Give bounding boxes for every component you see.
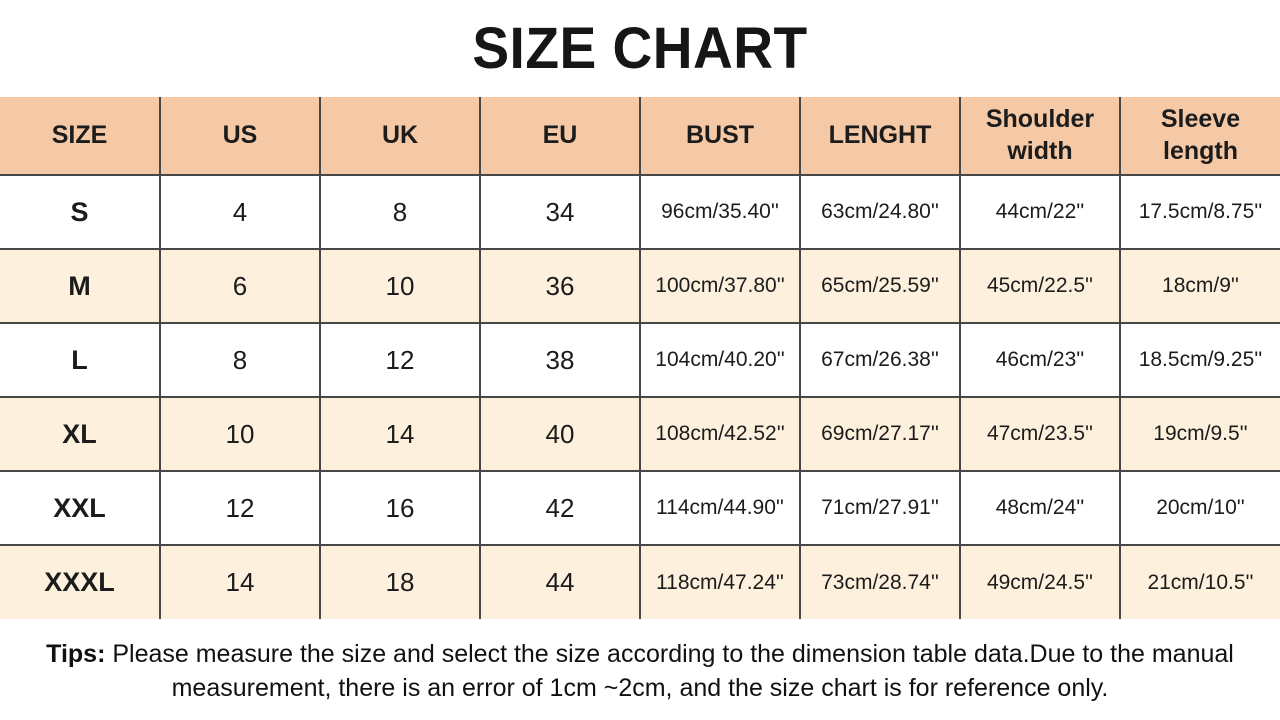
column-header-length: LENGHT bbox=[799, 96, 961, 176]
cell-size: L bbox=[0, 322, 161, 398]
cell-shoulder: 47cm/23.5'' bbox=[959, 396, 1121, 472]
cell-bust: 114cm/44.90'' bbox=[639, 470, 801, 546]
cell-uk: 18 bbox=[319, 544, 481, 620]
cell-eu: 34 bbox=[479, 174, 641, 250]
cell-length: 67cm/26.38'' bbox=[799, 322, 961, 398]
cell-size: M bbox=[0, 248, 161, 324]
cell-length: 73cm/28.74'' bbox=[799, 544, 961, 620]
cell-bust: 96cm/35.40'' bbox=[639, 174, 801, 250]
cell-sleeve: 18.5cm/9.25'' bbox=[1119, 322, 1280, 398]
cell-size: S bbox=[0, 174, 161, 250]
cell-size: XL bbox=[0, 396, 161, 472]
cell-bust: 100cm/37.80'' bbox=[639, 248, 801, 324]
table-row-s: S 4 8 34 96cm/35.40'' 63cm/24.80'' 44cm/… bbox=[0, 174, 1280, 250]
header-row: SIZE US UK EU BUST LENGHT Shoulder width… bbox=[0, 96, 1280, 176]
table-row-m: M 6 10 36 100cm/37.80'' 65cm/25.59'' 45c… bbox=[0, 248, 1280, 324]
cell-shoulder: 49cm/24.5'' bbox=[959, 544, 1121, 620]
cell-bust: 118cm/47.24'' bbox=[639, 544, 801, 620]
cell-uk: 16 bbox=[319, 470, 481, 546]
cell-size: XXXL bbox=[0, 544, 161, 620]
cell-shoulder: 48cm/24'' bbox=[959, 470, 1121, 546]
cell-uk: 12 bbox=[319, 322, 481, 398]
cell-length: 65cm/25.59'' bbox=[799, 248, 961, 324]
cell-uk: 10 bbox=[319, 248, 481, 324]
table-row-xxxl: XXXL 14 18 44 118cm/47.24'' 73cm/28.74''… bbox=[0, 544, 1280, 620]
table-row-xl: XL 10 14 40 108cm/42.52'' 69cm/27.17'' 4… bbox=[0, 396, 1280, 472]
tips-text: Tips: Please measure the size and select… bbox=[45, 638, 1235, 705]
column-header-bust: BUST bbox=[639, 96, 801, 176]
column-header-sleeve-length: Sleeve length bbox=[1119, 96, 1280, 176]
cell-sleeve: 21cm/10.5'' bbox=[1119, 544, 1280, 620]
cell-eu: 44 bbox=[479, 544, 641, 620]
cell-sleeve: 20cm/10'' bbox=[1119, 470, 1280, 546]
column-header-uk: UK bbox=[319, 96, 481, 176]
cell-sleeve: 19cm/9.5'' bbox=[1119, 396, 1280, 472]
cell-us: 4 bbox=[159, 174, 321, 250]
page-title: SIZE CHART bbox=[472, 16, 808, 81]
cell-sleeve: 18cm/9'' bbox=[1119, 248, 1280, 324]
cell-bust: 104cm/40.20'' bbox=[639, 322, 801, 398]
tips-body: Please measure the size and select the s… bbox=[112, 640, 1234, 702]
cell-eu: 36 bbox=[479, 248, 641, 324]
table-row-l: L 8 12 38 104cm/40.20'' 67cm/26.38'' 46c… bbox=[0, 322, 1280, 398]
cell-eu: 38 bbox=[479, 322, 641, 398]
cell-us: 8 bbox=[159, 322, 321, 398]
cell-eu: 42 bbox=[479, 470, 641, 546]
cell-bust: 108cm/42.52'' bbox=[639, 396, 801, 472]
cell-shoulder: 46cm/23'' bbox=[959, 322, 1121, 398]
cell-us: 12 bbox=[159, 470, 321, 546]
cell-us: 10 bbox=[159, 396, 321, 472]
cell-shoulder: 45cm/22.5'' bbox=[959, 248, 1121, 324]
cell-length: 69cm/27.17'' bbox=[799, 396, 961, 472]
cell-length: 63cm/24.80'' bbox=[799, 174, 961, 250]
cell-shoulder: 44cm/22'' bbox=[959, 174, 1121, 250]
tips-label: Tips: bbox=[46, 640, 106, 668]
cell-length: 71cm/27.91'' bbox=[799, 470, 961, 546]
cell-eu: 40 bbox=[479, 396, 641, 472]
size-chart-table: SIZE US UK EU BUST LENGHT Shoulder width… bbox=[0, 96, 1280, 620]
column-header-us: US bbox=[159, 96, 321, 176]
column-header-size: SIZE bbox=[0, 96, 161, 176]
cell-uk: 8 bbox=[319, 174, 481, 250]
cell-sleeve: 17.5cm/8.75'' bbox=[1119, 174, 1280, 250]
cell-us: 6 bbox=[159, 248, 321, 324]
cell-uk: 14 bbox=[319, 396, 481, 472]
column-header-eu: EU bbox=[479, 96, 641, 176]
column-header-shoulder-width: Shoulder width bbox=[959, 96, 1121, 176]
cell-size: XXL bbox=[0, 470, 161, 546]
cell-us: 14 bbox=[159, 544, 321, 620]
table-row-xxl: XXL 12 16 42 114cm/44.90'' 71cm/27.91'' … bbox=[0, 470, 1280, 546]
